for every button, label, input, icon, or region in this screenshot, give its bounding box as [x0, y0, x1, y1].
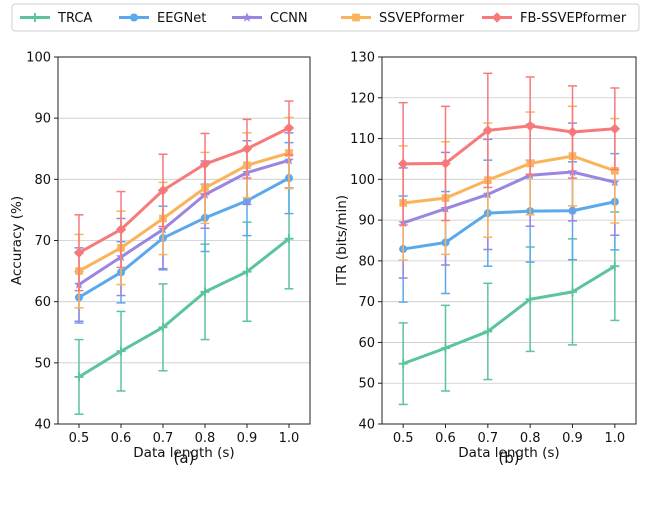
x-tick-label: 0.7 — [477, 431, 498, 446]
y-tick-label: 130 — [350, 51, 375, 66]
y-tick-label: 50 — [358, 377, 375, 392]
x-tick-label: 1.0 — [279, 431, 300, 446]
data-point — [242, 267, 252, 277]
y-tick-label: 100 — [26, 51, 51, 66]
data-point — [158, 322, 168, 332]
legend-item-ccnn: CCNN — [232, 11, 308, 26]
data-point — [483, 326, 493, 336]
y-tick-label: 40 — [358, 418, 375, 433]
data-point — [73, 247, 85, 258]
x-tick-label: 0.8 — [520, 431, 541, 446]
data-point — [610, 261, 620, 271]
chart-panel-b: 40 50 60 70 80 90 100 110 120 130 0.5 0.6 0.7 0.8 0.9 1… — [334, 51, 637, 467]
y-tick-label: 80 — [34, 173, 51, 188]
data-point — [284, 234, 294, 244]
y-tick-label: 120 — [350, 91, 375, 106]
y-tick-label: 40 — [34, 418, 51, 433]
y-tick-label: 110 — [350, 132, 375, 147]
x-tick-label: 0.9 — [237, 431, 258, 446]
panel-caption: (b) — [498, 449, 519, 467]
data-point — [525, 294, 535, 304]
series-line — [403, 124, 615, 166]
legend-marker — [129, 13, 139, 22]
series-line — [78, 126, 290, 255]
data-point — [524, 120, 536, 132]
x-tick-label: 0.7 — [153, 431, 174, 446]
y-tick-label: 60 — [358, 336, 375, 351]
data-point — [74, 372, 84, 382]
legend-frame — [11, 3, 640, 32]
chart-panel-a: 40 50 60 70 80 90 100 0.5 0.6 0.7 0.8 0.9 1.0 Data le… — [9, 51, 311, 467]
panel-caption: (a) — [174, 449, 195, 467]
y-tick-label: 70 — [358, 295, 375, 310]
series-line — [78, 151, 290, 273]
y-tick-label: 100 — [350, 173, 375, 188]
y-tick-label: 50 — [34, 356, 51, 371]
legend-marker — [30, 13, 40, 22]
data-point — [241, 143, 253, 154]
series-line — [402, 264, 616, 366]
legend-label: CCNN — [270, 11, 308, 26]
y-tick-label: 60 — [34, 295, 51, 310]
x-axis-title: Data length (s) — [133, 445, 234, 461]
x-tick-label: 0.6 — [435, 431, 456, 446]
series-line — [402, 200, 616, 251]
data-point — [568, 287, 577, 297]
legend-item-fb-ssvepformer: FB-SSVEPformer — [482, 11, 627, 26]
x-tick-label: 0.6 — [111, 431, 132, 446]
x-tick-label: 1.0 — [604, 431, 625, 446]
legend-item-trca: TRCA — [20, 11, 92, 26]
legend-label: FB-SSVEPformer — [520, 11, 627, 26]
plot-frame — [57, 56, 311, 425]
series-trca — [398, 211, 620, 406]
data-point — [397, 158, 409, 170]
legend-item-ssvepformer: SSVEPformer — [341, 11, 465, 26]
legend: TRCA EEGNet CCNN SSVEPformer FB-SSVEPformer — [11, 3, 640, 32]
legend-label: TRCA — [57, 11, 92, 26]
series-fb-ssvepformer — [73, 100, 295, 292]
data-point — [115, 224, 127, 235]
x-tick-label: 0.5 — [69, 431, 90, 446]
series-line — [402, 170, 616, 225]
y-tick-label: 90 — [358, 214, 375, 229]
series-line — [78, 237, 290, 379]
x-tick-label: 0.5 — [393, 431, 414, 446]
data-point — [441, 343, 450, 353]
legend-marker — [491, 12, 503, 23]
legend-marker — [242, 12, 252, 22]
y-tick-label: 80 — [358, 254, 375, 269]
series-line — [78, 158, 290, 286]
y-tick-label: 90 — [34, 112, 51, 127]
data-point — [398, 359, 408, 369]
legend-label: EEGNet — [157, 11, 206, 26]
legend-item-eegnet: EEGNet — [119, 11, 206, 26]
data-point — [440, 158, 451, 169]
series-line — [402, 154, 616, 205]
data-point — [157, 185, 169, 196]
data-point — [199, 158, 211, 170]
series-line — [78, 176, 290, 299]
data-point — [116, 346, 126, 356]
data-point — [482, 125, 494, 136]
legend-marker — [352, 13, 360, 22]
data-point — [200, 287, 210, 297]
x-tick-label: 0.9 — [562, 431, 583, 446]
series-fb-ssvepformer — [397, 72, 621, 226]
data-point — [611, 166, 619, 175]
plot-frame — [381, 56, 637, 425]
legend-label: SSVEPformer — [379, 11, 465, 26]
data-point — [609, 123, 621, 134]
x-axis-title: Data length (s) — [458, 445, 559, 461]
x-tick-label: 0.8 — [195, 431, 216, 446]
y-axis-title: ITR (bits/min) — [334, 195, 350, 286]
data-point — [283, 122, 295, 134]
data-point — [567, 126, 578, 138]
y-axis-title: Accuracy (%) — [9, 196, 25, 285]
y-tick-label: 70 — [34, 234, 51, 249]
